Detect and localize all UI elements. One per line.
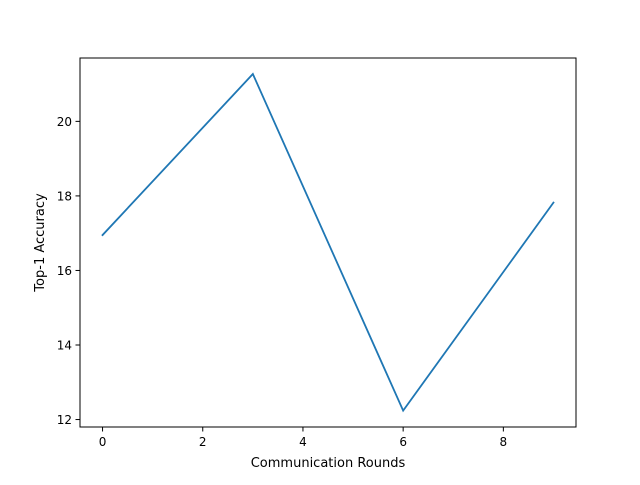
x-axis-ticks: 0 2 4 6 8 <box>99 427 507 449</box>
x-tick-label: 6 <box>399 435 407 449</box>
series-line-0 <box>101 72 555 413</box>
y-tick-label: 12 <box>57 413 72 427</box>
y-tick-label: 18 <box>57 189 72 203</box>
x-tick-label: 8 <box>500 435 508 449</box>
y-axis-ticks: 12 14 16 18 20 <box>57 115 80 427</box>
x-tick-label: 2 <box>199 435 207 449</box>
plot-frame <box>79 57 577 428</box>
x-tick-label: 4 <box>299 435 307 449</box>
y-tick-label: 16 <box>57 264 72 278</box>
x-axis-label: Communication Rounds <box>251 456 406 471</box>
x-tick-label: 0 <box>99 435 107 449</box>
y-tick-label: 14 <box>57 339 72 353</box>
series-layer <box>101 72 555 413</box>
y-axis-label: Top-1 Accuracy <box>33 193 48 293</box>
y-tick-label: 20 <box>57 115 72 129</box>
